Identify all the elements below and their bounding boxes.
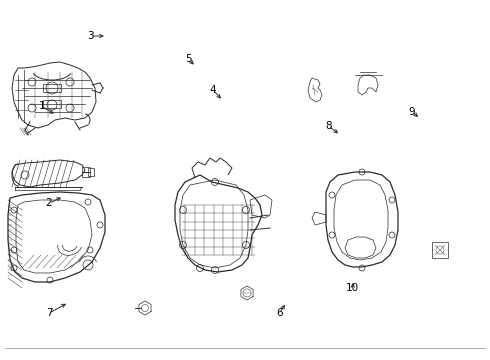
Bar	[43, 100, 61, 108]
Text: 8: 8	[325, 121, 332, 131]
Text: 4: 4	[210, 85, 217, 95]
Text: 1: 1	[38, 101, 45, 111]
Bar	[82, 167, 90, 177]
Bar	[43, 84, 61, 92]
Text: 9: 9	[408, 107, 415, 117]
Text: 3: 3	[87, 31, 94, 41]
Text: 10: 10	[346, 283, 359, 293]
Bar	[432, 242, 448, 258]
Bar	[88, 168, 94, 176]
Text: 7: 7	[46, 308, 52, 318]
Text: 6: 6	[276, 308, 283, 318]
Text: 2: 2	[46, 198, 52, 208]
Text: 5: 5	[185, 54, 192, 64]
